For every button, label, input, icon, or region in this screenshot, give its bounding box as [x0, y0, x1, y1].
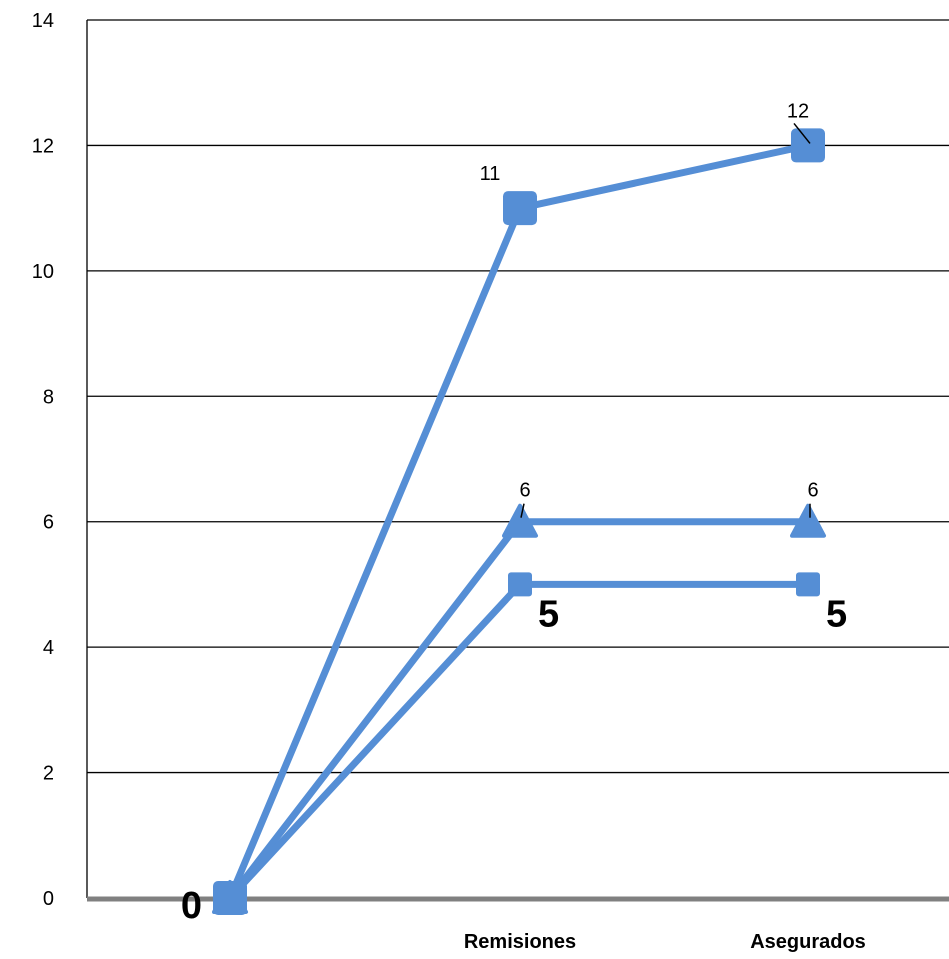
y-tick-label-0: 0	[43, 888, 54, 910]
y-tick-label-6: 6	[43, 512, 54, 534]
data-label-series-3-3: 5	[826, 593, 847, 635]
series-3-line	[226, 580, 812, 902]
series-1-point-2	[503, 191, 537, 226]
y-tick-label-4: 4	[43, 637, 54, 659]
y-tick-label-12: 12	[32, 135, 54, 157]
series-markers	[212, 128, 826, 915]
leader-line-series-2-2	[520, 503, 525, 518]
data-label-series-1-2: 11	[480, 163, 501, 185]
y-tick-labels: 0 2 4 6 8 10 12 14	[32, 10, 54, 910]
series-2-point-2	[502, 503, 538, 538]
y-tick-label-10: 10	[32, 261, 54, 283]
data-label-series-3-1: 0	[181, 885, 202, 927]
y-tick-label-2: 2	[43, 763, 54, 785]
series-3-point-1	[218, 886, 242, 910]
series-2-point-3	[790, 503, 826, 538]
data-label-series-1-3: 12	[787, 100, 809, 122]
series-1-point-3	[791, 128, 825, 163]
x-tick-label-asegurados: Asegurados	[750, 931, 866, 953]
data-labels: 11 12 6 6 0 5 5	[181, 100, 847, 927]
data-label-series-2-3: 6	[807, 480, 818, 502]
data-label-series-3-2: 5	[538, 593, 559, 635]
x-tick-label-remisiones: Remisiones	[464, 931, 576, 953]
data-label-series-2-2: 6	[519, 480, 530, 502]
y-tick-label-14: 14	[32, 10, 54, 32]
series-3-point-3	[796, 572, 820, 597]
leader-line-series-1-3	[793, 122, 811, 144]
x-tick-labels: Remisiones Asegurados	[464, 931, 866, 953]
series-3-point-2	[508, 572, 532, 597]
y-tick-label-8: 8	[43, 386, 54, 408]
